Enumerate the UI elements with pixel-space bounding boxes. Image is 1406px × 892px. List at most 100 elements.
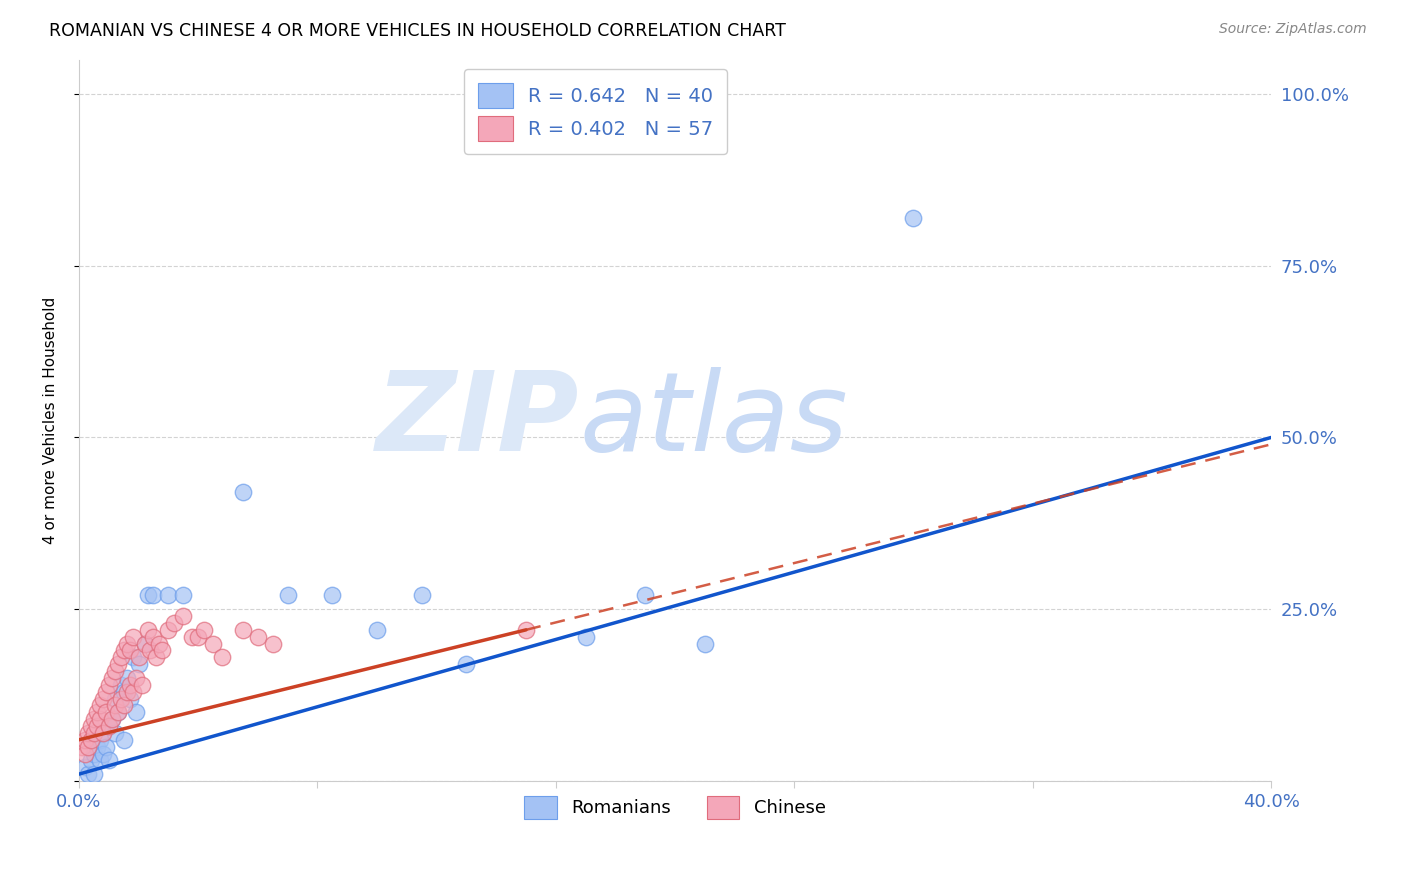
Point: [100, 671, 122, 685]
Point: [115, 684, 138, 698]
Point: [89, 732, 111, 747]
Point: [83, 767, 105, 781]
Point: [128, 650, 150, 665]
Point: [693, 637, 716, 651]
Point: [86, 706, 108, 720]
Point: [83, 726, 105, 740]
Text: Source: ZipAtlas.com: Source: ZipAtlas.com: [1219, 22, 1367, 37]
Point: [91, 747, 114, 761]
Point: [112, 698, 135, 713]
Point: [142, 630, 165, 644]
Point: [321, 589, 343, 603]
Point: [136, 589, 159, 603]
Text: ROMANIAN VS CHINESE 4 OR MORE VEHICLES IN HOUSEHOLD CORRELATION CHART: ROMANIAN VS CHINESE 4 OR MORE VEHICLES I…: [49, 22, 786, 40]
Point: [157, 623, 180, 637]
Point: [903, 211, 925, 225]
Point: [157, 589, 180, 603]
Point: [118, 643, 141, 657]
Point: [187, 630, 209, 644]
Point: [124, 706, 146, 720]
Point: [515, 623, 537, 637]
Point: [86, 719, 108, 733]
Point: [121, 684, 143, 698]
Point: [110, 691, 132, 706]
Point: [80, 719, 103, 733]
Point: [134, 637, 156, 651]
Point: [134, 637, 156, 651]
Point: [232, 485, 254, 500]
Point: [121, 650, 143, 665]
Point: [100, 712, 122, 726]
Point: [575, 630, 598, 644]
Point: [262, 637, 284, 651]
Point: [89, 712, 111, 726]
Point: [107, 706, 129, 720]
Point: [89, 698, 111, 713]
Point: [366, 623, 388, 637]
Point: [115, 637, 138, 651]
Point: [73, 747, 96, 761]
Point: [112, 643, 135, 657]
Point: [136, 623, 159, 637]
Point: [91, 726, 114, 740]
Point: [172, 609, 194, 624]
Point: [139, 643, 162, 657]
Point: [80, 753, 103, 767]
Point: [211, 650, 233, 665]
Point: [89, 753, 111, 767]
Point: [83, 712, 105, 726]
Point: [112, 732, 135, 747]
Point: [115, 671, 138, 685]
Point: [77, 767, 100, 781]
Point: [121, 630, 143, 644]
Point: [246, 630, 269, 644]
Point: [118, 678, 141, 692]
Point: [107, 657, 129, 672]
Point: [73, 760, 96, 774]
Point: [128, 657, 150, 672]
Point: [77, 739, 100, 754]
Point: [104, 726, 127, 740]
Point: [112, 684, 135, 698]
Point: [148, 637, 170, 651]
Point: [411, 589, 433, 603]
Point: [110, 650, 132, 665]
Point: [181, 630, 204, 644]
Y-axis label: 4 or more Vehicles in Household: 4 or more Vehicles in Household: [44, 297, 58, 544]
Point: [110, 678, 132, 692]
Point: [97, 719, 120, 733]
Point: [70, 739, 93, 754]
Point: [277, 589, 299, 603]
Point: [94, 684, 117, 698]
Point: [94, 706, 117, 720]
Point: [94, 739, 117, 754]
Point: [97, 719, 120, 733]
Point: [104, 691, 127, 706]
Point: [100, 712, 122, 726]
Text: ZIP: ZIP: [377, 367, 579, 474]
Point: [104, 698, 127, 713]
Point: [97, 753, 120, 767]
Point: [456, 657, 478, 672]
Point: [91, 726, 114, 740]
Point: [77, 726, 100, 740]
Point: [232, 623, 254, 637]
Point: [193, 623, 215, 637]
Point: [163, 615, 186, 630]
Point: [124, 671, 146, 685]
Point: [104, 664, 127, 678]
Point: [91, 691, 114, 706]
Point: [118, 691, 141, 706]
Point: [131, 678, 153, 692]
Point: [202, 637, 225, 651]
Point: [172, 589, 194, 603]
Point: [80, 732, 103, 747]
Point: [142, 589, 165, 603]
Point: [73, 732, 96, 747]
Point: [97, 678, 120, 692]
Point: [634, 589, 657, 603]
Point: [83, 747, 105, 761]
Point: [145, 650, 167, 665]
Point: [107, 706, 129, 720]
Point: [152, 643, 174, 657]
